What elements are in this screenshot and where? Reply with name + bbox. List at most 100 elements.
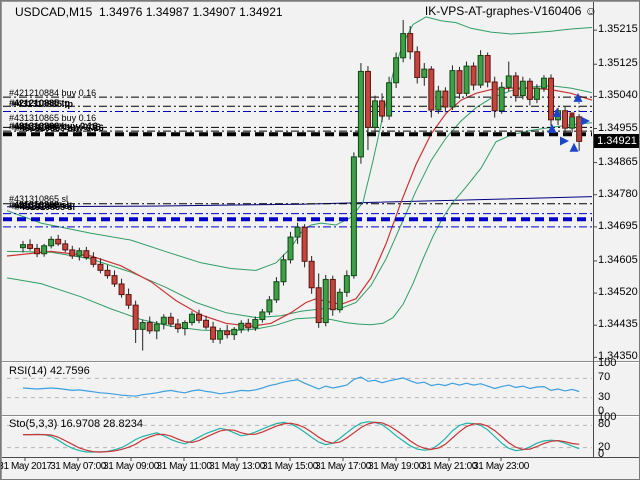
- current-price-badge: 1.34921: [594, 134, 639, 149]
- candle-body: [245, 322, 252, 329]
- candle-body: [203, 319, 210, 328]
- sto-label: Sto(5,3,3) 16.9708 28.8234: [9, 418, 143, 430]
- smiley-icon: ☺: [584, 4, 597, 18]
- candle-body: [160, 316, 167, 325]
- candle-body: [83, 250, 90, 258]
- candle-body: [329, 278, 336, 311]
- trade-arrow-icon: [569, 142, 579, 152]
- order-label: #431310867 sl: [12, 201, 73, 211]
- candle-body: [69, 249, 76, 257]
- candle-body: [540, 77, 547, 89]
- trade-square-icon: [569, 112, 575, 118]
- candle-body: [41, 245, 48, 255]
- order-label: #431310868 buy 0.16: [15, 123, 104, 133]
- candle-body: [576, 116, 583, 142]
- order-label: #421210884 buy 0.16: [9, 88, 97, 98]
- sto-scale-label: 0: [598, 448, 605, 460]
- candle-body: [435, 90, 442, 111]
- price-axis-label: 1.35125: [598, 57, 638, 70]
- time-axis-label: 31 May 19:00: [368, 461, 424, 472]
- order-label: #431310867 buy 0.16: [12, 122, 101, 132]
- candle-body: [562, 110, 569, 129]
- order-label: #431310868 sl: [15, 202, 76, 212]
- order-label: #431310866 sl: [9, 200, 70, 210]
- candle-body: [153, 323, 160, 332]
- candle-body: [386, 82, 393, 117]
- time-axis-label: 31 May 09:00: [103, 461, 159, 472]
- order-label: #421210885 tp: [9, 98, 71, 108]
- candle-body: [308, 260, 315, 289]
- candle-body: [174, 323, 181, 330]
- chart-title: USDCAD,M15 1.34976 1.34987 1.34907 1.349…: [15, 5, 283, 19]
- candle-body: [34, 247, 41, 255]
- candle-body: [27, 244, 34, 249]
- candle-body: [400, 33, 407, 59]
- sto-k-line: [23, 421, 580, 453]
- sto-scale-label: 80: [598, 418, 611, 431]
- candle-body: [224, 330, 231, 336]
- navy-ma-line: [6, 196, 593, 208]
- order-label: #431310865 tp: [12, 99, 74, 109]
- time-axis-label: 31 May 17:00: [315, 461, 371, 472]
- rsi-label: RSI(14) 42.7596: [9, 365, 90, 377]
- time-axis-label: 31 May 21:00: [421, 461, 477, 472]
- candle-body: [456, 70, 463, 94]
- rsi-line: [22, 376, 580, 397]
- candle-body: [350, 156, 357, 277]
- candle-body: [259, 311, 266, 321]
- candle-body: [548, 77, 554, 121]
- candle-body: [533, 87, 540, 100]
- candle-body: [428, 68, 435, 111]
- candle-body: [477, 55, 484, 86]
- price-axis-label: 1.34350: [598, 350, 638, 363]
- candle-body: [421, 68, 428, 78]
- price-axis-label: 1.34435: [598, 318, 638, 331]
- rsi-scale-label: 0: [598, 405, 605, 417]
- candle-body: [252, 319, 259, 329]
- order-label: #431310865 sl: [9, 194, 69, 204]
- candle-body: [322, 278, 329, 324]
- candle-body: [526, 80, 533, 100]
- candle-body: [48, 238, 55, 247]
- price-axis-label: 1.34865: [598, 155, 638, 168]
- candle-body: [336, 291, 343, 311]
- candle-body: [294, 226, 301, 238]
- candle-body: [111, 275, 118, 285]
- candle-body: [569, 116, 576, 129]
- candle-body: [217, 330, 224, 340]
- brand-text: IK-VPS-AT-graphes-V160406: [424, 4, 582, 18]
- candle-body: [273, 281, 280, 301]
- candle-body: [139, 322, 146, 330]
- candle-body: [167, 316, 174, 325]
- candle-body: [301, 226, 308, 262]
- trade-arrow-icon: [581, 116, 590, 126]
- candle-body: [76, 250, 83, 257]
- time-axis-label: 31 May 15:00: [262, 461, 318, 472]
- trade-arrow-icon: [547, 123, 557, 133]
- candle-body: [125, 294, 132, 306]
- candle-body: [498, 86, 505, 112]
- trade-arrow-icon: [573, 92, 583, 102]
- candle-body: [484, 55, 491, 83]
- candle-body: [512, 75, 519, 97]
- rsi-scale-label: 70: [598, 371, 611, 384]
- time-axis-label: 31 May 13:00: [209, 461, 265, 472]
- candle-body: [343, 275, 350, 293]
- time-axis-label: 31 May 11:00: [156, 461, 212, 472]
- bollinger-upper-line: [6, 16, 593, 271]
- candle-body: [181, 322, 188, 330]
- sto-scale-label: 100: [598, 411, 617, 423]
- candle-body: [188, 313, 195, 324]
- price-axis-label: 1.35215: [598, 23, 638, 36]
- price-axis-label: 1.34955: [598, 121, 638, 134]
- candle-body: [287, 236, 294, 261]
- candle-body: [210, 326, 217, 340]
- candle-body: [132, 304, 139, 330]
- candle-body: [20, 244, 26, 249]
- time-axis-label: 31 May 23:00: [473, 461, 529, 472]
- candle-body: [379, 100, 386, 117]
